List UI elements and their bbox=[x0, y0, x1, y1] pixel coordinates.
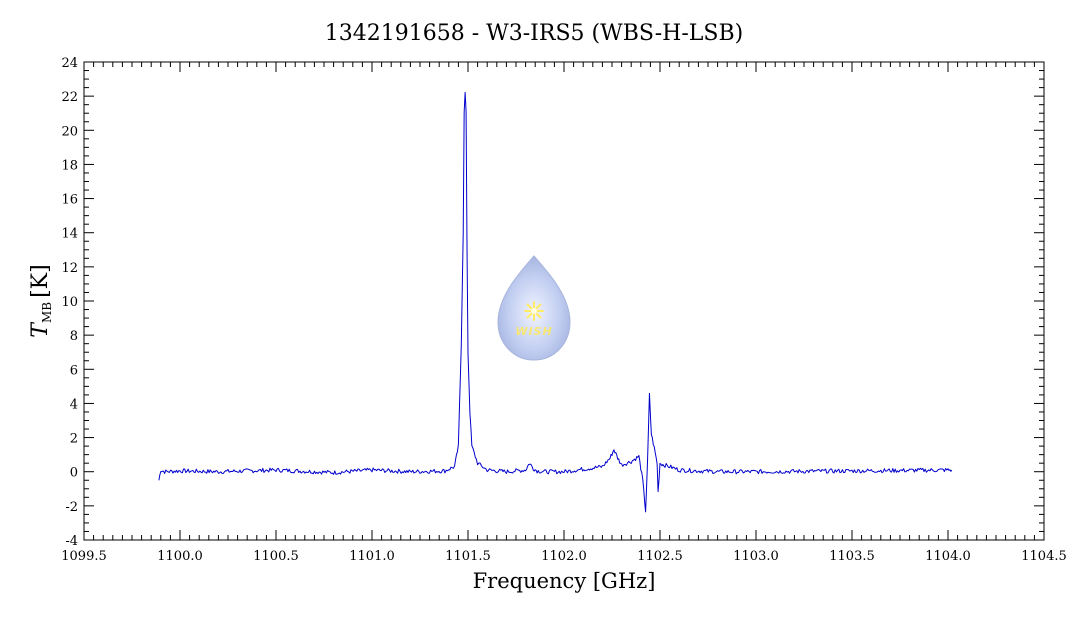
y-tick-label: 10 bbox=[61, 295, 78, 310]
x-tick-label: 1103.5 bbox=[829, 549, 875, 564]
y-tick-label: 4 bbox=[70, 397, 78, 412]
y-axis-unit: [K] bbox=[28, 264, 53, 298]
y-tick-label: 20 bbox=[61, 124, 78, 139]
x-tick-label: 1103.0 bbox=[733, 549, 779, 564]
y-tick-label: 12 bbox=[61, 261, 78, 276]
y-tick-label: 18 bbox=[61, 158, 78, 173]
x-tick-label: 1099.5 bbox=[61, 549, 107, 564]
x-tick-label: 1101.5 bbox=[445, 549, 491, 564]
wish-logo: WISH bbox=[497, 255, 571, 361]
x-tick-labels: 1099.5 1100.0 1100.5 1101.0 1101.5 1102.0 1102… bbox=[61, 549, 1067, 564]
x-tick-label: 1102.5 bbox=[637, 549, 683, 564]
x-tick-label: 1104.5 bbox=[1021, 549, 1067, 564]
x-tick-label: 1101.0 bbox=[349, 549, 395, 564]
x-axis-label: Frequency [GHz] bbox=[473, 569, 656, 593]
x-tick-label: 1104.0 bbox=[925, 549, 971, 564]
x-tick-label: 1100.0 bbox=[157, 549, 203, 564]
y-tick-label: 22 bbox=[61, 90, 78, 105]
x-tick-label: 1102.0 bbox=[541, 549, 587, 564]
y-tick-label: 0 bbox=[70, 466, 78, 481]
chart-title: 1342191658 - W3-IRS5 (WBS-H-LSB) bbox=[325, 21, 743, 46]
plot-frame bbox=[83, 61, 1045, 541]
y-tick-label: 14 bbox=[61, 227, 78, 242]
y-axis-label: TMB [K] bbox=[28, 264, 54, 337]
x-tick-label: 1100.5 bbox=[253, 549, 299, 564]
y-tick-label: -4 bbox=[65, 534, 78, 549]
y-tick-label: 2 bbox=[70, 432, 78, 447]
y-axis-symbol: T bbox=[28, 321, 53, 338]
y-tick-label: 16 bbox=[61, 193, 78, 208]
y-tick-label: 24 bbox=[61, 56, 78, 71]
wish-logo-text: WISH bbox=[515, 325, 552, 338]
axis-ticks bbox=[83, 61, 1045, 541]
y-tick-label: 8 bbox=[70, 329, 78, 344]
y-tick-label: -2 bbox=[65, 500, 78, 515]
y-tick-label: 6 bbox=[70, 363, 78, 378]
series-line bbox=[158, 91, 953, 513]
y-axis-subscript: MB bbox=[40, 302, 54, 323]
